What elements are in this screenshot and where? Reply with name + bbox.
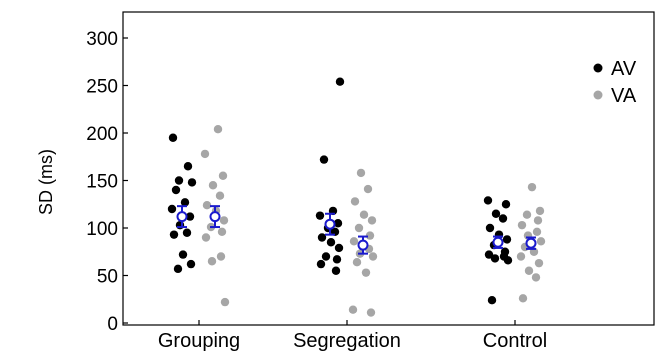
- av-point: [178, 250, 188, 259]
- av-point: [171, 185, 181, 195]
- va-point: [216, 252, 226, 261]
- va-point: [202, 201, 212, 210]
- av-point: [169, 230, 179, 239]
- va-point: [518, 294, 528, 303]
- va-point: [536, 237, 546, 246]
- av-point: [333, 219, 343, 228]
- legend-marker-va: [593, 90, 603, 100]
- av-point: [334, 243, 344, 253]
- legend-marker-av: [593, 63, 603, 73]
- av-point: [182, 228, 192, 237]
- av-point: [335, 77, 345, 86]
- va-mean-marker: [525, 237, 537, 249]
- va-mean-marker: [357, 239, 369, 251]
- legend: AV VA: [593, 58, 637, 107]
- av-point: [185, 212, 195, 221]
- va-mean-marker: [209, 211, 221, 223]
- va-point: [215, 191, 225, 200]
- av-mean-marker: [176, 211, 188, 223]
- legend-label-va: VA: [611, 85, 637, 107]
- va-point: [218, 171, 228, 180]
- mean-markers: [176, 205, 537, 255]
- va-point: [363, 184, 373, 194]
- av-mean-marker: [324, 218, 336, 230]
- av-point: [186, 259, 196, 269]
- av-point: [316, 259, 326, 269]
- va-point: [219, 216, 229, 225]
- av-point: [483, 196, 493, 205]
- va-point: [201, 233, 211, 242]
- av-point: [490, 254, 500, 263]
- av-point: [491, 209, 501, 218]
- av-point: [167, 204, 177, 214]
- av-point: [183, 162, 193, 171]
- av-point: [503, 256, 513, 265]
- va-point: [527, 182, 537, 192]
- va-point: [361, 268, 371, 277]
- av-mean-marker: [492, 236, 504, 248]
- av-point: [326, 238, 336, 247]
- y-tick-label: 50: [97, 267, 118, 288]
- va-point: [207, 257, 217, 266]
- va-point: [366, 308, 376, 317]
- av-point: [180, 198, 190, 207]
- va-point: [208, 181, 218, 190]
- va-point: [522, 210, 532, 219]
- y-tick-label: 100: [86, 219, 118, 240]
- va-point: [359, 210, 369, 219]
- va-point: [531, 273, 541, 282]
- y-axis-label: SD (ms): [36, 149, 56, 215]
- av-point: [484, 250, 494, 259]
- va-point: [349, 237, 359, 246]
- va-point: [350, 197, 360, 206]
- va-point: [356, 168, 366, 178]
- y-tick-label: 300: [86, 29, 118, 50]
- av-point: [174, 176, 184, 185]
- av-point: [485, 223, 495, 233]
- va-point: [534, 258, 544, 268]
- av-point: [173, 264, 183, 274]
- av-point: [187, 178, 197, 187]
- av-point: [501, 200, 511, 209]
- va-point: [220, 297, 230, 307]
- av-point: [498, 214, 508, 223]
- av-point: [168, 133, 178, 142]
- va-point: [348, 305, 358, 314]
- va-point: [200, 149, 210, 159]
- y-tick-label: 150: [86, 172, 118, 193]
- x-axis: Grouping Segregation Control: [158, 320, 547, 352]
- va-point: [524, 266, 534, 275]
- va-point: [217, 227, 227, 236]
- va-point: [532, 227, 542, 236]
- av-point: [502, 235, 512, 244]
- av-point: [332, 255, 342, 264]
- av-point: [321, 252, 331, 261]
- av-point: [319, 155, 329, 164]
- va-point: [517, 220, 527, 230]
- va-point: [367, 216, 377, 225]
- y-tick-label: 250: [86, 77, 118, 98]
- x-tick-label-segregation: Segregation: [293, 330, 401, 352]
- va-point: [365, 231, 375, 240]
- data-points: [167, 77, 546, 317]
- av-point: [315, 211, 325, 220]
- va-point: [516, 252, 526, 261]
- va-point: [352, 258, 362, 267]
- y-tick-label: 0: [107, 314, 118, 335]
- va-point: [535, 206, 545, 216]
- av-point: [317, 233, 327, 242]
- av-point: [331, 266, 341, 275]
- y-tick-label: 200: [86, 124, 118, 145]
- y-axis: 0 50 100 150 200 250 300: [86, 29, 128, 335]
- plot-frame: [122, 11, 655, 326]
- va-point: [213, 125, 223, 134]
- x-tick-label-grouping: Grouping: [158, 330, 240, 352]
- x-tick-label-control: Control: [483, 330, 547, 352]
- va-point: [533, 216, 543, 225]
- legend-label-av: AV: [611, 58, 637, 80]
- va-point: [368, 252, 378, 261]
- av-point: [487, 296, 497, 305]
- va-point: [354, 223, 364, 233]
